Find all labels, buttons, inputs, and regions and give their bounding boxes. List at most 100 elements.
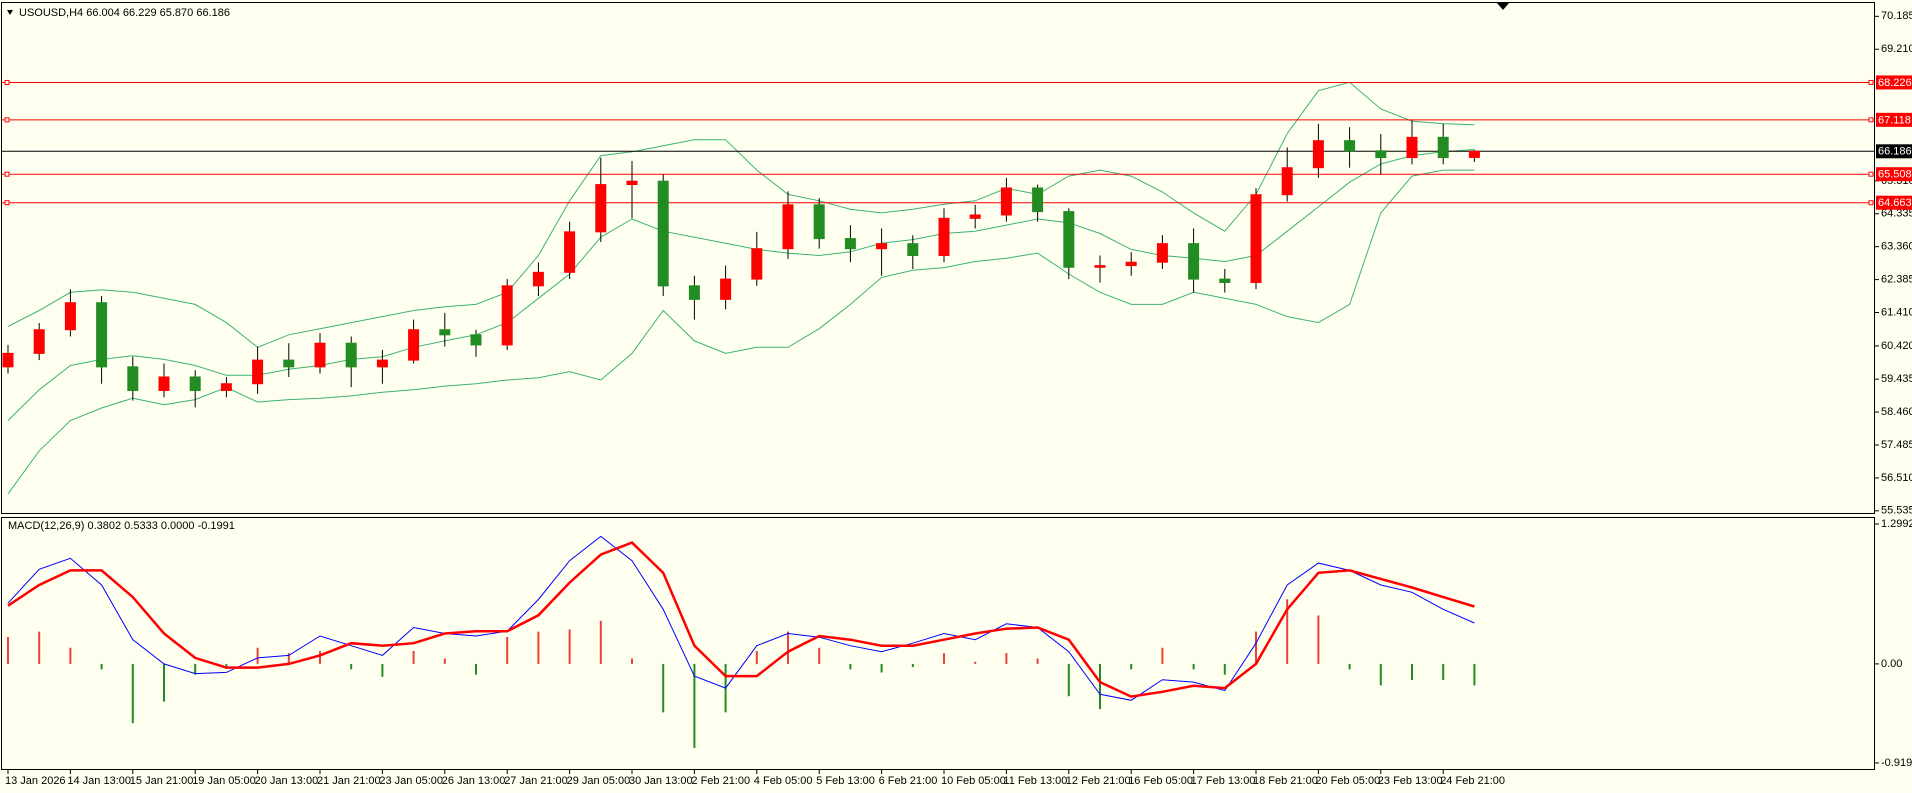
macd-histogram-bar xyxy=(911,663,914,668)
macd-histogram-bar xyxy=(537,631,540,664)
candle-body xyxy=(1344,140,1356,152)
level-label: 68.226 xyxy=(1878,77,1912,89)
candle-body xyxy=(1063,211,1075,268)
level-box xyxy=(1876,75,1912,90)
macd-histogram-bar xyxy=(475,663,477,675)
macd-histogram-bar xyxy=(849,663,852,670)
candle-body xyxy=(127,366,139,391)
y-tick-label: 55.535 xyxy=(1881,505,1912,517)
level-handle xyxy=(1868,200,1874,206)
macd-histogram-bar xyxy=(1067,663,1070,697)
candle-body xyxy=(501,285,513,346)
candle-body xyxy=(2,352,14,368)
x-tick-label: 20 Jan 13:00 xyxy=(255,775,319,787)
candle-body xyxy=(969,214,981,219)
x-tick-label: 12 Feb 21:00 xyxy=(1066,775,1131,787)
x-tick-label: 27 Jan 21:00 xyxy=(504,775,568,787)
candle-body xyxy=(938,217,950,256)
level-box xyxy=(1876,195,1912,210)
macd-histogram-bar xyxy=(225,663,228,668)
chart-shift-marker xyxy=(1497,3,1509,10)
x-tick-label: 18 Feb 21:00 xyxy=(1253,775,1318,787)
x-tick-label: 2 Feb 21:00 xyxy=(691,775,750,787)
candle-body xyxy=(252,359,264,385)
y-tick-label: 60.420 xyxy=(1881,340,1912,352)
y-tick-label: 1.2992 xyxy=(1881,518,1912,530)
candle-body xyxy=(1281,167,1293,196)
macd-histogram-bar xyxy=(568,629,571,664)
candle-body xyxy=(657,180,669,287)
x-tick-label: 15 Jan 21:00 xyxy=(130,775,194,787)
candle-body xyxy=(33,329,45,354)
macd-histogram-bar xyxy=(880,663,883,673)
macd-histogram-bar xyxy=(319,650,321,664)
macd-histogram-bar xyxy=(974,661,977,664)
candle-body xyxy=(532,271,544,287)
macd-histogram-bar xyxy=(787,631,789,664)
macd-histogram-bar xyxy=(631,658,633,664)
macd-histogram-bar xyxy=(1161,647,1164,664)
candle-body xyxy=(751,248,763,280)
candle-body xyxy=(1156,243,1168,263)
x-tick-label: 11 Feb 13:00 xyxy=(1003,775,1067,787)
candle-body xyxy=(158,376,170,391)
macd-histogram-bar xyxy=(1099,663,1101,710)
macd-histogram-bar xyxy=(69,647,72,664)
x-tick-label: 23 Jan 05:00 xyxy=(379,775,443,787)
macd-line xyxy=(7,541,1475,698)
candle-body xyxy=(1094,265,1106,268)
macd-histogram-bar xyxy=(662,663,665,713)
candle-body xyxy=(470,334,482,346)
candle-body xyxy=(1000,187,1012,216)
candle-body xyxy=(907,243,919,256)
y-tick-label: 63.360 xyxy=(1881,241,1912,253)
macd-histogram-bar xyxy=(818,647,821,664)
macd-histogram-bar xyxy=(1036,658,1039,664)
macd-histogram-bar xyxy=(1130,663,1133,670)
x-tick-label: 24 Feb 21:00 xyxy=(1440,775,1505,787)
macd-histogram-bar xyxy=(1286,599,1289,664)
candle-body xyxy=(720,278,732,300)
macd-histogram-bar xyxy=(1317,615,1320,664)
level-handle xyxy=(4,171,10,177)
candle-body xyxy=(1312,140,1324,169)
macd-histogram-bar xyxy=(381,663,384,677)
candle-body xyxy=(376,359,388,368)
level-handle xyxy=(4,117,10,123)
candle-body xyxy=(1188,243,1200,280)
macd-title: MACD(12,26,9) 0.3802 0.5333 0.0000 -0.19… xyxy=(8,520,235,532)
macd-histogram-bar xyxy=(1473,663,1476,686)
x-tick-label: 17 Feb 13:00 xyxy=(1191,775,1256,787)
y-tick-label: 0.00 xyxy=(1881,658,1902,670)
macd-histogram-bar xyxy=(412,650,415,664)
symbol-menu-arrow xyxy=(7,10,13,15)
y-tick-label: 59.435 xyxy=(1881,373,1912,385)
x-tick-label: 29 Jan 05:00 xyxy=(567,775,631,787)
level-handle xyxy=(1868,117,1874,123)
macd-histogram-bar xyxy=(943,653,945,664)
candle-body xyxy=(1250,194,1262,283)
main-pane-frame xyxy=(1,2,1875,514)
x-tick-label: 5 Feb 13:00 xyxy=(816,775,875,787)
candle-body xyxy=(220,383,232,391)
last-price-label: 66.186 xyxy=(1878,146,1912,158)
x-tick-label: 21 Jan 21:00 xyxy=(317,775,381,787)
y-tick-label: 61.410 xyxy=(1881,306,1912,318)
level-handle xyxy=(1868,79,1874,85)
x-tick-label: 26 Jan 13:00 xyxy=(442,775,506,787)
y-tick-label: 70.185 xyxy=(1881,10,1912,22)
x-tick-label: 19 Jan 05:00 xyxy=(192,775,256,787)
macd-histogram-bar xyxy=(443,658,446,664)
macd-histogram-bar xyxy=(1411,663,1413,681)
candle-body xyxy=(439,329,451,336)
level-handle xyxy=(4,79,10,85)
candle-body xyxy=(688,285,700,300)
candle-body xyxy=(595,184,607,233)
macd-histogram-bar xyxy=(7,636,9,664)
macd-histogram-bar xyxy=(163,663,165,702)
y-tick-label: 64.335 xyxy=(1881,208,1912,220)
candle-body xyxy=(564,231,576,273)
macd-histogram-bar xyxy=(256,647,259,664)
